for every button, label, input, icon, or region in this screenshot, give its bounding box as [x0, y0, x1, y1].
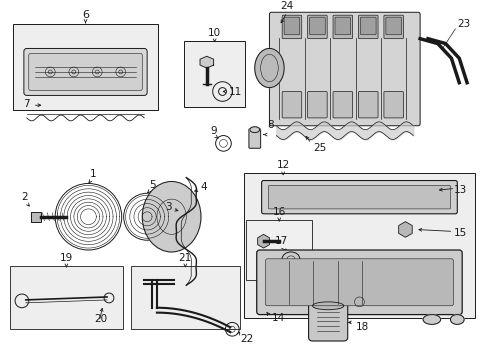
- Text: 7: 7: [23, 99, 30, 109]
- FancyBboxPatch shape: [13, 24, 158, 110]
- FancyBboxPatch shape: [130, 266, 240, 329]
- FancyBboxPatch shape: [261, 181, 456, 214]
- FancyBboxPatch shape: [360, 17, 375, 35]
- Ellipse shape: [254, 49, 284, 87]
- Ellipse shape: [282, 252, 299, 266]
- FancyBboxPatch shape: [268, 185, 449, 209]
- Text: 6: 6: [82, 10, 89, 20]
- FancyBboxPatch shape: [284, 17, 299, 35]
- FancyBboxPatch shape: [332, 15, 352, 39]
- Text: 8: 8: [267, 120, 274, 130]
- FancyBboxPatch shape: [358, 15, 377, 39]
- Text: 24: 24: [280, 1, 293, 12]
- Ellipse shape: [422, 315, 440, 324]
- Polygon shape: [398, 222, 411, 237]
- Text: 3: 3: [165, 202, 172, 212]
- Text: 13: 13: [453, 185, 466, 195]
- Text: 11: 11: [228, 86, 241, 96]
- FancyBboxPatch shape: [10, 266, 122, 329]
- FancyBboxPatch shape: [269, 12, 419, 126]
- FancyBboxPatch shape: [256, 250, 461, 315]
- Text: 17: 17: [274, 236, 287, 246]
- Text: 19: 19: [60, 253, 73, 263]
- FancyBboxPatch shape: [282, 91, 301, 118]
- FancyBboxPatch shape: [334, 17, 350, 35]
- Text: 1: 1: [90, 169, 97, 179]
- FancyBboxPatch shape: [332, 91, 352, 118]
- FancyBboxPatch shape: [29, 53, 142, 90]
- Text: 25: 25: [313, 143, 326, 153]
- Ellipse shape: [249, 127, 259, 132]
- Polygon shape: [257, 234, 269, 248]
- Ellipse shape: [449, 315, 463, 324]
- Text: 20: 20: [94, 315, 107, 324]
- FancyBboxPatch shape: [265, 259, 452, 306]
- Ellipse shape: [142, 181, 201, 252]
- Text: 23: 23: [456, 19, 469, 29]
- Polygon shape: [200, 56, 213, 68]
- FancyBboxPatch shape: [244, 173, 474, 318]
- Text: 2: 2: [21, 192, 28, 202]
- FancyBboxPatch shape: [309, 17, 325, 35]
- FancyBboxPatch shape: [245, 220, 312, 280]
- Text: 22: 22: [240, 334, 253, 344]
- Text: 12: 12: [276, 160, 289, 170]
- Text: 5: 5: [148, 180, 155, 190]
- Ellipse shape: [312, 302, 343, 310]
- FancyBboxPatch shape: [282, 15, 301, 39]
- FancyBboxPatch shape: [383, 91, 403, 118]
- FancyBboxPatch shape: [358, 91, 377, 118]
- Text: 16: 16: [272, 207, 285, 217]
- Text: 14: 14: [271, 312, 284, 323]
- Text: 18: 18: [355, 322, 368, 332]
- FancyBboxPatch shape: [307, 91, 326, 118]
- FancyBboxPatch shape: [31, 212, 41, 222]
- Text: 15: 15: [453, 228, 466, 238]
- Text: 21: 21: [178, 253, 191, 263]
- Text: 4: 4: [200, 183, 207, 192]
- FancyBboxPatch shape: [184, 41, 244, 107]
- FancyBboxPatch shape: [248, 129, 260, 148]
- Text: 9: 9: [210, 126, 217, 136]
- FancyBboxPatch shape: [383, 15, 403, 39]
- Text: 10: 10: [208, 28, 221, 38]
- FancyBboxPatch shape: [24, 49, 147, 95]
- FancyBboxPatch shape: [385, 17, 401, 35]
- FancyBboxPatch shape: [307, 15, 326, 39]
- FancyBboxPatch shape: [308, 302, 347, 341]
